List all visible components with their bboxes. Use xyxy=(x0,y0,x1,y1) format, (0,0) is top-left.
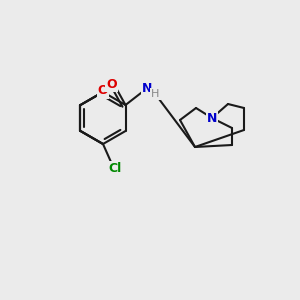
Text: H: H xyxy=(151,89,160,99)
Text: N: N xyxy=(142,82,153,95)
Text: O: O xyxy=(98,85,108,98)
Text: O: O xyxy=(106,77,117,91)
Text: Cl: Cl xyxy=(108,161,122,175)
Text: N: N xyxy=(207,112,217,124)
